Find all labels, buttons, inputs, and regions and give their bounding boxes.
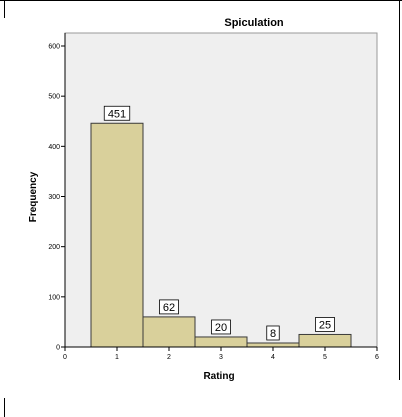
bar-rating-4: [246, 342, 300, 348]
y-tick-label: 100: [48, 294, 60, 301]
frame-left-border-bottom: [4, 398, 5, 417]
y-axis-title: Frequency: [28, 171, 39, 222]
data-label-box: [315, 317, 335, 332]
frame-top-border: [0, 0, 402, 1]
x-tick-label: 1: [115, 354, 119, 361]
data-label: 62: [163, 302, 175, 314]
data-label: 25: [319, 319, 331, 331]
y-tick-label: 500: [48, 94, 60, 101]
x-tick-label: 5: [323, 354, 327, 361]
data-label-box: [266, 325, 280, 341]
x-axis-title: Rating: [203, 371, 234, 382]
bars-group: [90, 122, 352, 348]
bar-rating-1: [90, 122, 144, 348]
x-tick-label: 4: [271, 354, 275, 361]
x-tick-label: 2: [167, 354, 171, 361]
bar-rating-2: [142, 316, 196, 348]
y-tick-label: 0: [56, 345, 60, 352]
x-tick-label: 0: [63, 354, 67, 361]
data-label: 8: [270, 328, 276, 340]
data-label-box: [103, 105, 131, 121]
bar-rating-3: [194, 336, 248, 348]
data-label: 20: [215, 322, 227, 334]
y-tick-label: 400: [48, 144, 60, 151]
bar-rating-5: [298, 333, 352, 348]
data-label-box: [211, 319, 231, 335]
frame-right-border: [399, 0, 400, 380]
x-tick-label: 6: [375, 354, 379, 361]
y-tick-label: 300: [48, 194, 60, 201]
x-tick-label: 3: [219, 354, 223, 361]
frame-left-border-top: [4, 0, 5, 18]
data-label: 451: [108, 108, 126, 120]
data-label-box: [159, 299, 179, 315]
chart-title: Spiculation: [224, 17, 284, 29]
y-tick-label: 200: [48, 244, 60, 251]
axes-group: 0 100 200 300 400 500 600 0 1 2 3 4 5 6: [48, 33, 379, 361]
data-labels-group: 451 62 20 8 25: [103, 105, 335, 341]
y-tick-label: 600: [48, 44, 60, 51]
